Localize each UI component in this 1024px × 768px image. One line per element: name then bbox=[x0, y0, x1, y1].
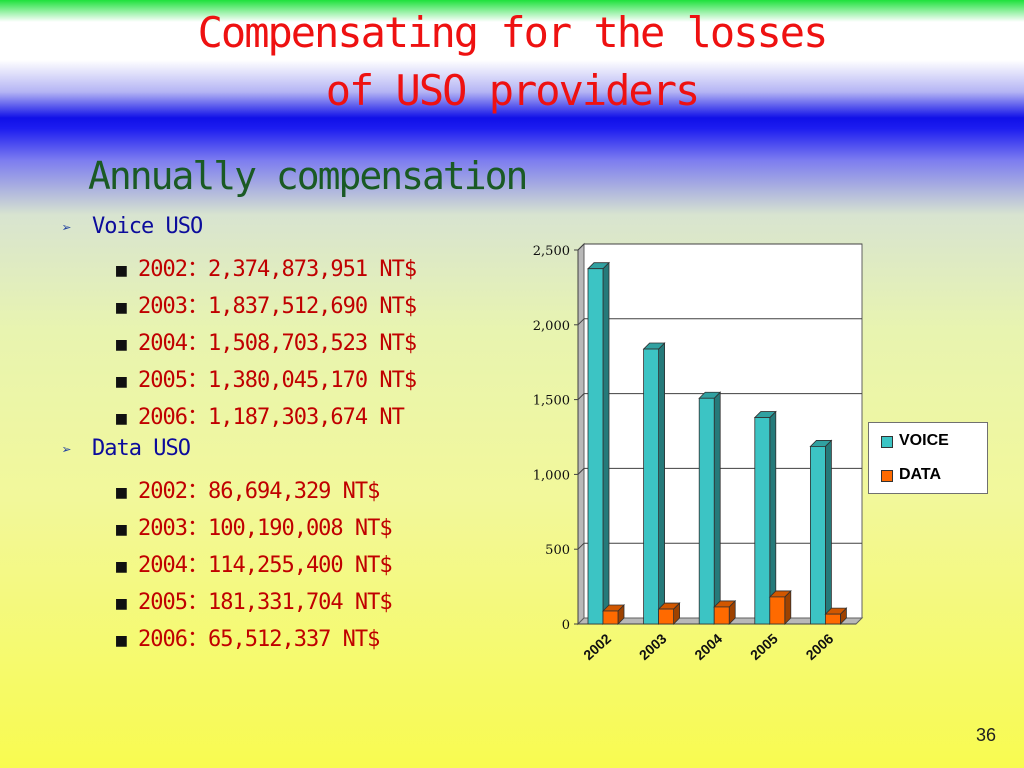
bar-side-voice-2003 bbox=[658, 342, 666, 625]
bar-data-2002 bbox=[602, 610, 619, 625]
bar-data-2006 bbox=[824, 613, 841, 625]
voice-item-2003: 2003：1,837,512,690 NT$ bbox=[138, 294, 417, 319]
bar-side-voice-2002 bbox=[602, 261, 610, 625]
square-bullet-icon: ■ bbox=[116, 630, 127, 651]
square-bullet-icon: ■ bbox=[116, 408, 127, 429]
x-tick-label: 2006 bbox=[803, 630, 837, 663]
bar-data-2004 bbox=[713, 606, 730, 625]
square-bullet-icon: ■ bbox=[116, 260, 127, 281]
list-item: ■ 2005：181,331,704 NT$ bbox=[116, 584, 393, 616]
x-tick-label: 2004 bbox=[691, 630, 725, 663]
title-line-2: of USO providers bbox=[325, 66, 701, 115]
gridline bbox=[577, 318, 585, 326]
square-bullet-icon: ■ bbox=[116, 556, 127, 577]
legend-label-data: DATA bbox=[899, 466, 942, 483]
list-item: ■ 2006：65,512,337 NT$ bbox=[116, 621, 380, 653]
legend-item-voice: VOICE bbox=[881, 432, 949, 450]
gridline bbox=[577, 468, 585, 475]
slide-title: Compensating for the losses of USO provi… bbox=[0, 4, 1024, 120]
square-bullet-icon: ■ bbox=[116, 334, 127, 355]
square-bullet-icon: ■ bbox=[116, 297, 127, 318]
legend-key-voice bbox=[881, 436, 893, 448]
voice-item-2006: 2006：1,187,303,674 NT bbox=[138, 405, 405, 430]
y-tick-label: 500 bbox=[545, 543, 570, 558]
list-item: ■ 2006：1,187,303,674 NT bbox=[116, 399, 405, 431]
gridline bbox=[577, 393, 585, 400]
y-tick-label: 1,000 bbox=[533, 468, 570, 483]
data-item-2006: 2006：65,512,337 NT$ bbox=[138, 627, 380, 652]
list-item: ■ 2002：2,374,873,951 NT$ bbox=[116, 251, 417, 283]
voice-uso-heading: ➢ Voice USO bbox=[62, 214, 203, 239]
gridline bbox=[577, 542, 585, 550]
bar-voice-2003 bbox=[643, 348, 660, 625]
square-bullet-icon: ■ bbox=[116, 519, 127, 540]
side-wall bbox=[577, 242, 585, 626]
bar-side-voice-2006 bbox=[824, 439, 832, 625]
data-uso-heading: ➢ Data USO bbox=[62, 436, 191, 461]
x-tick-label: 2003 bbox=[636, 630, 670, 663]
list-item: ■ 2002：86,694,329 NT$ bbox=[116, 473, 380, 505]
y-tick-label: 0 bbox=[562, 618, 570, 633]
square-bullet-icon: ■ bbox=[116, 482, 127, 503]
list-item: ■ 2003：100,190,008 NT$ bbox=[116, 510, 393, 542]
list-item: ■ 2004：114,255,400 NT$ bbox=[116, 547, 393, 579]
voice-uso-label: Voice USO bbox=[92, 214, 203, 239]
data-item-2004: 2004：114,255,400 NT$ bbox=[138, 553, 393, 578]
legend-label-voice: VOICE bbox=[899, 432, 949, 449]
title-line-1: Compensating for the losses bbox=[197, 8, 829, 57]
bar-data-2003 bbox=[658, 608, 675, 625]
x-tick-label: 2005 bbox=[747, 630, 781, 663]
bar-voice-2002 bbox=[587, 268, 604, 625]
y-tick-label: 2,000 bbox=[533, 319, 570, 334]
arrow-bullet-icon: ➢ bbox=[62, 218, 72, 237]
voice-item-2002: 2002：2,374,873,951 NT$ bbox=[138, 257, 417, 282]
bar-voice-2005 bbox=[754, 417, 771, 625]
y-tick-label: 2,500 bbox=[533, 244, 570, 259]
y-tick-label: 1,500 bbox=[533, 394, 570, 409]
page-number: 36 bbox=[975, 725, 996, 745]
square-bullet-icon: ■ bbox=[116, 593, 127, 614]
list-item: ■ 2003：1,837,512,690 NT$ bbox=[116, 288, 417, 320]
data-item-2003: 2003：100,190,008 NT$ bbox=[138, 516, 393, 541]
gridline bbox=[577, 243, 585, 251]
data-uso-label: Data USO bbox=[92, 436, 191, 461]
bar-voice-2006 bbox=[809, 446, 826, 625]
chart-legend: VOICE DATA bbox=[868, 422, 988, 494]
bar-side-voice-2004 bbox=[713, 391, 721, 625]
bar-data-2005 bbox=[769, 596, 786, 625]
data-item-2002: 2002：86,694,329 NT$ bbox=[138, 479, 380, 504]
arrow-bullet-icon: ➢ bbox=[62, 440, 72, 459]
list-item: ■ 2005：1,380,045,170 NT$ bbox=[116, 362, 417, 394]
x-tick-label: 2002 bbox=[580, 630, 614, 663]
square-bullet-icon: ■ bbox=[116, 371, 127, 392]
data-item-2005: 2005：181,331,704 NT$ bbox=[138, 590, 393, 615]
legend-item-data: DATA bbox=[881, 466, 942, 484]
voice-item-2005: 2005：1,380,045,170 NT$ bbox=[138, 368, 417, 393]
legend-key-data bbox=[881, 470, 893, 482]
subtitle: Annually compensation bbox=[88, 154, 528, 198]
list-item: ■ 2004：1,508,703,523 NT$ bbox=[116, 325, 417, 357]
bar-chart: 0 500 1,000 1,500 2,000 2,500 2002 2003 2004 2005… bbox=[533, 242, 864, 663]
voice-item-2004: 2004：1,508,703,523 NT$ bbox=[138, 331, 417, 356]
bar-voice-2004 bbox=[698, 397, 715, 625]
